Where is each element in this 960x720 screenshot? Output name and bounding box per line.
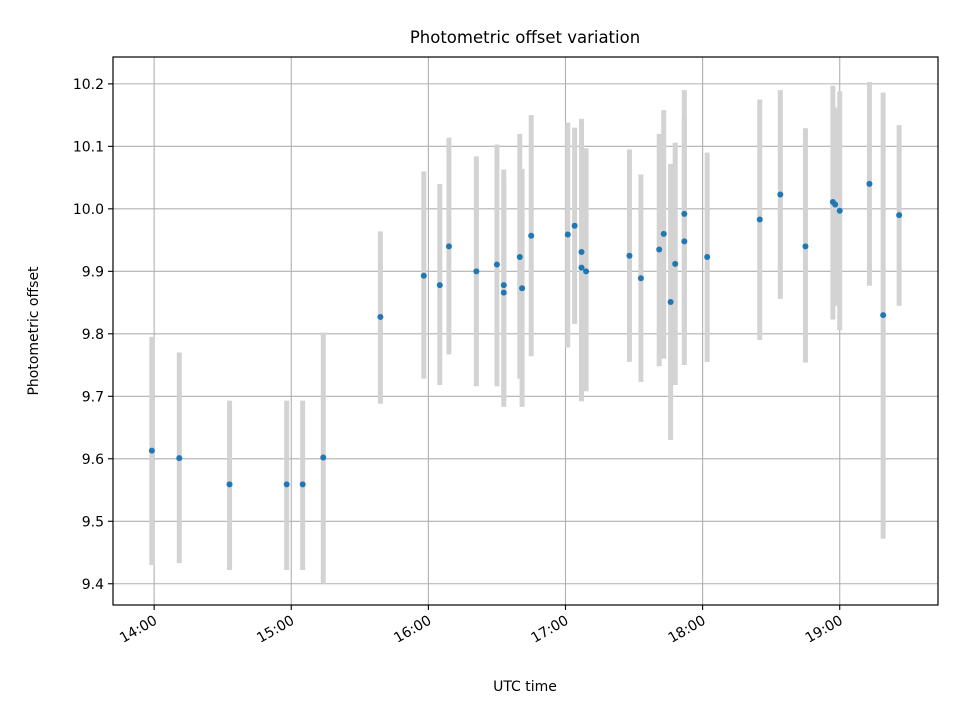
- y-tick-label: 9.6: [82, 452, 104, 468]
- data-point: [578, 264, 585, 271]
- data-point: [777, 191, 784, 198]
- data-point: [880, 312, 887, 319]
- chart-title: Photometric offset variation: [410, 28, 640, 47]
- data-point: [637, 275, 644, 282]
- data-point: [578, 248, 585, 255]
- data-point: [226, 481, 233, 488]
- data-point: [528, 232, 535, 239]
- data-point: [445, 243, 452, 250]
- y-tick-label: 9.9: [82, 264, 104, 280]
- data-points: [148, 180, 903, 488]
- data-point: [626, 252, 633, 259]
- data-point: [896, 212, 903, 219]
- data-point: [519, 285, 526, 292]
- data-point: [681, 210, 688, 217]
- data-point: [473, 268, 480, 275]
- data-point: [500, 282, 507, 289]
- y-tick-label: 9.7: [82, 389, 104, 405]
- data-point: [176, 455, 183, 462]
- data-point: [836, 207, 843, 214]
- y-tick-label: 9.8: [82, 327, 104, 343]
- data-point: [320, 454, 327, 461]
- data-point: [802, 243, 809, 250]
- data-point: [866, 180, 873, 187]
- data-point: [681, 238, 688, 245]
- data-point: [756, 216, 763, 223]
- plot-frame: [112, 56, 939, 606]
- data-point: [493, 261, 500, 268]
- data-point: [420, 272, 427, 279]
- data-point: [704, 253, 711, 260]
- grid: [113, 57, 938, 605]
- data-point: [283, 481, 290, 488]
- data-point: [148, 447, 155, 454]
- data-point: [832, 201, 839, 208]
- x-axis-label: UTC time: [493, 679, 557, 695]
- data-point: [660, 230, 667, 237]
- data-point: [667, 298, 674, 305]
- y-tick-label: 10.1: [73, 139, 104, 155]
- y-axis-label: Photometric offset: [26, 266, 42, 396]
- y-tick-label: 9.5: [82, 514, 104, 530]
- data-point: [299, 481, 306, 488]
- data-point: [436, 282, 443, 289]
- y-tick-label: 10.2: [73, 77, 104, 93]
- data-point: [564, 231, 571, 238]
- y-tick-label: 10.0: [73, 202, 104, 218]
- data-point: [516, 253, 523, 260]
- data-point: [672, 260, 679, 267]
- data-point: [500, 289, 507, 296]
- y-tick-label: 9.4: [82, 577, 104, 593]
- data-point: [583, 268, 590, 275]
- data-point: [571, 222, 578, 229]
- data-point: [656, 246, 663, 253]
- data-point: [377, 313, 384, 320]
- plot-area: [113, 57, 938, 605]
